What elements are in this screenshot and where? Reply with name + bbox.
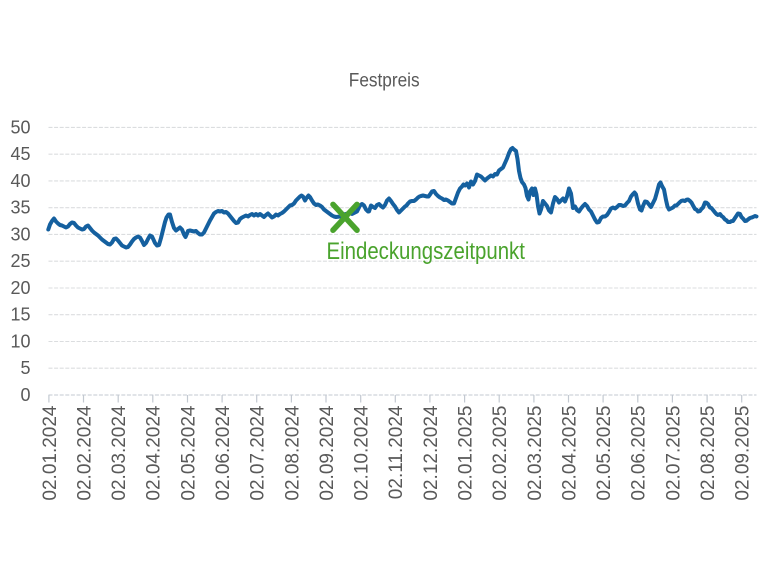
svg-text:02.03.2025: 02.03.2025 [525,406,546,501]
svg-text:5: 5 [20,358,30,378]
svg-text:02.06.2024: 02.06.2024 [213,405,234,501]
svg-text:45: 45 [10,144,30,164]
svg-text:0: 0 [20,385,30,405]
svg-text:02.04.2025: 02.04.2025 [559,406,580,501]
svg-text:02.02.2025: 02.02.2025 [490,406,511,501]
svg-text:02.07.2025: 02.07.2025 [663,406,684,501]
svg-text:25: 25 [10,251,30,271]
svg-text:35: 35 [10,198,30,218]
svg-text:02.01.2024: 02.01.2024 [40,405,61,501]
svg-text:02.11.2024: 02.11.2024 [386,405,407,499]
svg-text:02.05.2025: 02.05.2025 [594,406,615,501]
svg-text:02.09.2024: 02.09.2024 [317,405,338,501]
svg-text:02.09.2025: 02.09.2025 [733,406,754,501]
svg-text:50: 50 [10,117,30,137]
svg-text:Festpreis: Festpreis [349,68,420,90]
svg-text:02.03.2024: 02.03.2024 [109,405,130,501]
svg-text:40: 40 [10,171,30,191]
svg-text:20: 20 [10,278,30,298]
svg-text:02.06.2025: 02.06.2025 [629,406,650,501]
svg-text:02.07.2024: 02.07.2024 [248,405,269,501]
svg-text:02.02.2024: 02.02.2024 [74,405,95,501]
svg-text:02.08.2024: 02.08.2024 [282,405,303,501]
svg-text:10: 10 [10,331,30,351]
svg-text:02.10.2024: 02.10.2024 [352,405,373,501]
svg-text:02.04.2024: 02.04.2024 [144,405,165,501]
svg-text:02.05.2024: 02.05.2024 [178,405,199,501]
svg-text:02.01.2025: 02.01.2025 [456,406,477,501]
svg-text:02.12.2024: 02.12.2024 [421,405,442,501]
svg-text:02.08.2025: 02.08.2025 [698,406,719,501]
svg-text:30: 30 [10,224,30,244]
svg-text:Eindeckungszeitpunkt: Eindeckungszeitpunkt [327,238,526,265]
svg-text:15: 15 [10,305,30,325]
